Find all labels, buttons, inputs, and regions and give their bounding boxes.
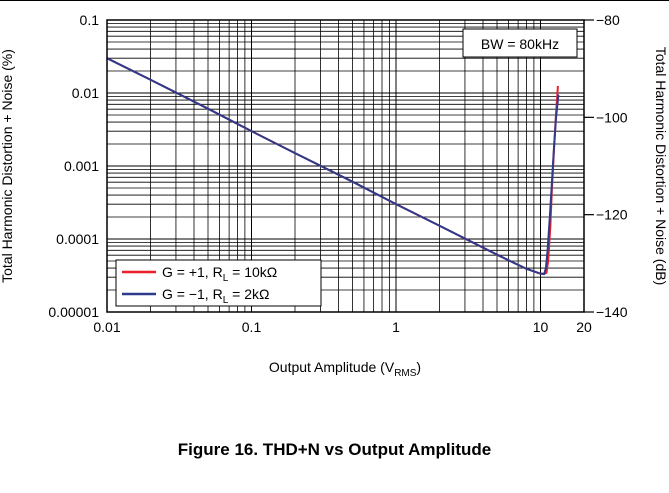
thdn-chart: 0.01 0.1 1 10 20 0.1 0.01 0.001 0.0001 0.00001 −80… (0, 12, 669, 379)
top-rule (0, 0, 669, 1)
tick-layer: 0.01 0.1 1 10 20 0.1 0.01 0.001 0.0001 0.00001 −80… (48, 12, 627, 335)
y-tick-label-left: 0.0001 (56, 231, 99, 247)
plot-frame (106, 19, 585, 313)
y-tick-label-left: 0.001 (64, 158, 99, 174)
y-axis-label-right: Total Harmonic Distortion + Noise (dB) (653, 47, 669, 285)
x-tick-label: 0.1 (242, 319, 262, 335)
x-tick-label: 10 (533, 319, 549, 335)
y-tick-label-left: 0.00001 (48, 304, 99, 320)
y-tick-label-right: −80 (596, 12, 620, 28)
annotation-box (462, 28, 578, 58)
y-tick-label-left: 0.01 (72, 85, 99, 101)
series-line-2 (106, 57, 560, 276)
legend-label-series-2: G = −1, RL = 2kΩ (162, 286, 269, 306)
series-layer (106, 57, 560, 276)
legend-label-series-1: G = +1, RL = 10kΩ (162, 264, 277, 284)
x-tick-label: 1 (392, 319, 400, 335)
y-tick-label-right: −120 (596, 207, 628, 223)
x-axis-label: Output Amplitude (VRMS) (269, 359, 421, 379)
figure-caption: Figure 16. THD+N vs Output Amplitude (177, 440, 492, 459)
y-axis-label-left: Total Harmonic Distortion + Noise (%) (0, 49, 15, 283)
x-tick-label: 20 (576, 319, 592, 335)
y-tick-label-right: −140 (596, 304, 628, 320)
x-tick-label: 0.01 (93, 319, 120, 335)
y-tick-label-right: −100 (596, 109, 628, 125)
legend-box (115, 259, 322, 307)
legend: G = +1, RL = 10kΩ G = −1, RL = 2kΩ (115, 259, 322, 307)
annotation-text: BW = 80kHz (481, 36, 559, 52)
y-tick-label-left: 0.1 (80, 12, 100, 28)
